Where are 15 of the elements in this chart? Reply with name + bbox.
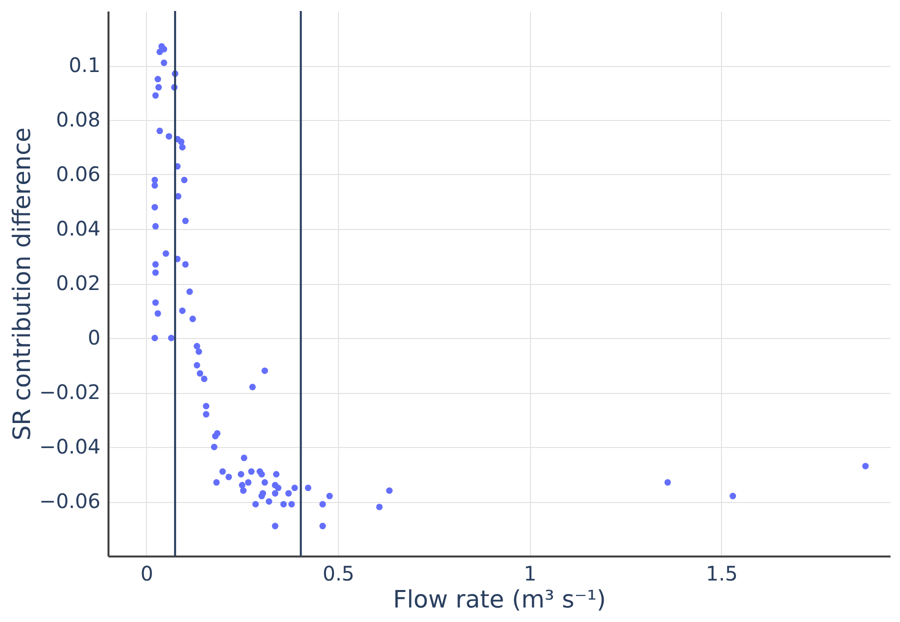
- y-tick-label: −0.02: [39, 380, 100, 404]
- y-tick-label: −0.06: [39, 489, 100, 513]
- x-axis-title: Flow rate (m³ s⁻¹): [393, 586, 606, 614]
- y-tick-label: 0.08: [56, 108, 100, 132]
- y-axis-title: SR contribution difference: [8, 127, 36, 441]
- y-tick-label: 0.06: [56, 162, 100, 186]
- y-tick-label: 0.02: [56, 271, 100, 295]
- x-tick-label: 0: [140, 562, 154, 586]
- x-tick-label: 1.5: [706, 562, 738, 586]
- y-tick-label: −0.04: [39, 434, 100, 458]
- y-tick-label: 0: [88, 326, 100, 350]
- y-tick-label: 0.1: [68, 53, 100, 77]
- y-tick-label: 0.04: [56, 216, 100, 240]
- x-tick-label: 1: [524, 562, 537, 586]
- x-tick-label: 0.5: [322, 562, 354, 586]
